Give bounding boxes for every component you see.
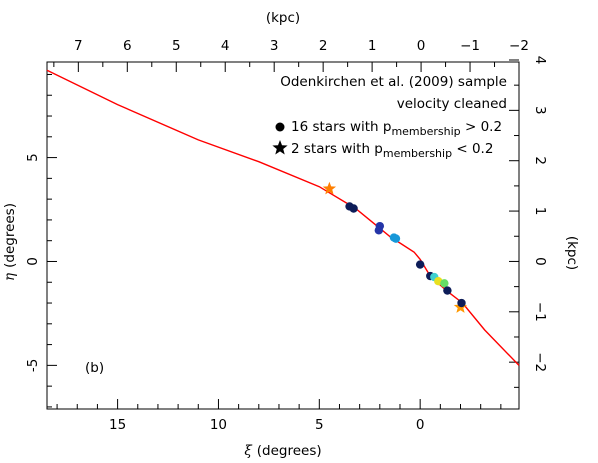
- x-tick-label: 10: [210, 417, 227, 433]
- legend-members-text: 16 stars with p: [291, 119, 391, 135]
- legend-line-2: velocity cleaned: [397, 96, 507, 112]
- top-tick-label: 3: [270, 38, 279, 54]
- top-tick-label: 4: [221, 38, 230, 54]
- legend-star-marker: [272, 140, 288, 155]
- top-tick-label: 1: [368, 38, 377, 54]
- legend-line-1: Odenkirchen et al. (2009) sample: [280, 74, 507, 90]
- top-axis-label: (kpc): [266, 10, 300, 26]
- x-axis-symbol: ξ: [244, 443, 252, 459]
- right-tick-label: 1: [532, 207, 548, 216]
- member-star-point: [440, 279, 449, 288]
- top-tick-label: 6: [123, 38, 132, 54]
- right-tick-label: −2: [532, 352, 548, 372]
- y-tick-label: -5: [25, 359, 41, 372]
- top-tick-label: −1: [460, 38, 480, 54]
- nonmember-star-point: [322, 181, 337, 195]
- star-points-group: [322, 181, 468, 313]
- legend-circle-marker: [275, 122, 285, 132]
- top-tick-label: 5: [172, 38, 181, 54]
- legend-entry-members: 16 stars with pmembership > 0.2: [291, 119, 502, 138]
- right-tick-label: 3: [532, 106, 548, 115]
- top-tick-label: 0: [417, 38, 426, 54]
- legend-members-threshold: > 0.2: [461, 119, 502, 135]
- right-tick-label: −1: [532, 302, 548, 322]
- x-tick-label: 0: [416, 417, 425, 433]
- x-axis-label: ξ (degrees): [244, 443, 321, 459]
- right-tick-label: 2: [532, 156, 548, 165]
- right-axis-label: (kpc): [564, 236, 580, 270]
- right-tick-label: 0: [532, 257, 548, 266]
- y-tick-label: 0: [25, 257, 41, 266]
- orbit-track-line: [46, 69, 520, 366]
- x-axis-units: (degrees): [257, 443, 322, 459]
- legend-members-subscript: membership: [391, 125, 460, 138]
- x-tick-label: 5: [315, 417, 324, 433]
- legend-entry-nonmembers: 2 stars with pmembership < 0.2: [291, 141, 493, 160]
- y-tick-label: 5: [25, 153, 41, 162]
- member-star-point: [374, 226, 384, 235]
- legend-nonmembers-text: 2 stars with p: [291, 141, 383, 157]
- y-axis-label: η (degrees): [2, 203, 18, 281]
- member-star-point: [443, 286, 452, 295]
- right-tick-label: 4: [532, 56, 548, 65]
- top-tick-label: 7: [74, 38, 83, 54]
- member-star-point: [457, 298, 466, 308]
- x-tick-label: 15: [109, 417, 126, 433]
- y-axis-symbol: η: [2, 273, 18, 281]
- plot-frame: [46, 61, 520, 410]
- panel-label: (b): [85, 360, 104, 376]
- orbit-track-group: [46, 69, 520, 366]
- top-tick-label: 2: [319, 38, 328, 54]
- legend-nonmembers-threshold: < 0.2: [452, 141, 493, 157]
- top-tick-label: −2: [509, 38, 529, 54]
- legend: Odenkirchen et al. (2009) sample velocit…: [272, 74, 507, 160]
- plot-border: [46, 61, 520, 410]
- member-star-point: [415, 260, 425, 269]
- member-star-point: [391, 234, 401, 243]
- member-star-point: [349, 204, 358, 213]
- legend-nonmembers-subscript: membership: [383, 147, 452, 160]
- y-axis-units: (degrees): [2, 203, 18, 268]
